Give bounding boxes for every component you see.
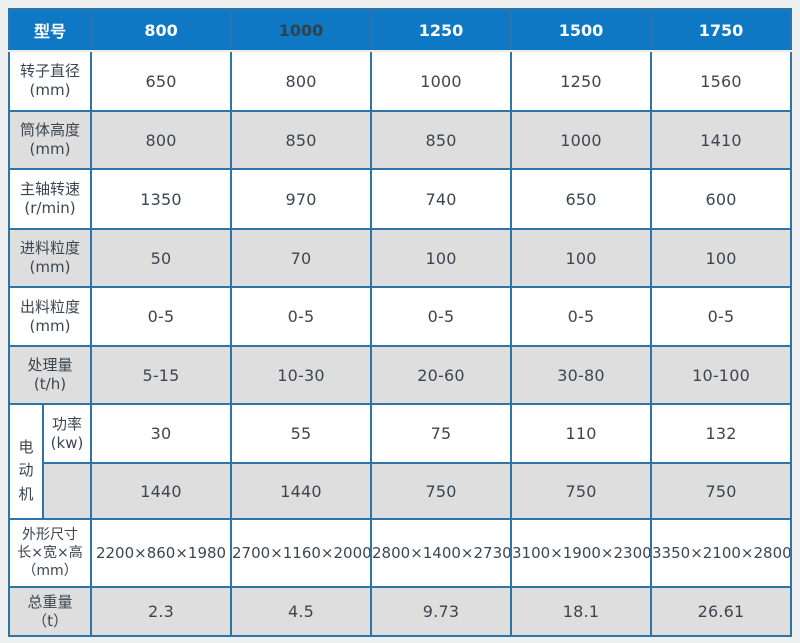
model-header-row: 型号 800 1000 1250 1500 1750 — [7, 8, 793, 52]
table-row-feed-size: 进料粒度 (mm) 50 70 100 100 100 — [7, 228, 793, 288]
spec-value-cell: 740 — [370, 168, 513, 230]
spec-value-cell: 1440 — [230, 462, 373, 520]
model-header-cell: 1000 — [230, 8, 373, 52]
row-label: 处理量 (t/h) — [7, 345, 93, 405]
motor-group-label-text: 电动机 — [18, 438, 34, 503]
table-row-discharge-size: 出料粒度 (mm) 0-5 0-5 0-5 0-5 0-5 — [7, 286, 793, 347]
spec-value-cell: 110 — [510, 403, 653, 464]
spec-value-cell: 0-5 — [90, 286, 233, 347]
row-label: 总重量 （t） — [7, 586, 93, 637]
row-label: 主轴转速 (r/min) — [7, 168, 93, 230]
table-row-cylinder-height: 筒体高度 (mm) 800 850 850 1000 1410 — [7, 110, 793, 170]
spec-value-cell: 1000 — [370, 50, 513, 112]
spec-value-cell: 650 — [90, 50, 233, 112]
spec-value-cell: 9.73 — [370, 586, 513, 637]
spec-value-cell: 2200×860×1980 — [90, 518, 233, 588]
table-row-motor-speed: 1440 1440 750 750 750 — [9, 462, 793, 520]
spec-value-cell: 10-30 — [230, 345, 373, 405]
table-row-rotor-diameter: 转子直径 (mm) 650 800 1000 1250 1560 — [7, 50, 793, 112]
row-label: 进料粒度 (mm) — [7, 228, 93, 288]
row-label: 出料粒度 (mm) — [7, 286, 93, 347]
row-label: 转子直径 (mm) — [7, 50, 93, 112]
spec-value-cell: 10-100 — [650, 345, 793, 405]
model-column-label: 型号 — [7, 8, 93, 52]
spec-value-cell: 1410 — [650, 110, 793, 170]
motor-group-label: 电动机 — [8, 403, 44, 520]
spec-value-cell: 1560 — [650, 50, 793, 112]
spec-value-cell: 0-5 — [510, 286, 653, 347]
spec-value-cell: 750 — [370, 462, 513, 520]
row-label: 筒体高度 (mm) — [7, 110, 93, 170]
model-header-cell: 1750 — [650, 8, 793, 52]
spec-value-cell: 850 — [370, 110, 513, 170]
table-row-capacity: 处理量 (t/h) 5-15 10-30 20-60 30-80 10-100 — [7, 345, 793, 405]
spec-value-cell: 100 — [370, 228, 513, 288]
table-row-total-weight: 总重量 （t） 2.3 4.5 9.73 18.1 26.61 — [7, 586, 793, 637]
spec-value-cell: 4.5 — [230, 586, 373, 637]
spec-value-cell: 30-80 — [510, 345, 653, 405]
spec-value-cell: 20-60 — [370, 345, 513, 405]
spec-table: 型号 800 1000 1250 1500 1750 转子直径 (mm) 650… — [7, 8, 793, 637]
spec-value-cell: 30 — [90, 403, 233, 464]
spec-value-cell: 970 — [230, 168, 373, 230]
spec-value-cell: 650 — [510, 168, 653, 230]
spec-value-cell: 132 — [650, 403, 793, 464]
table-row-motor-power: 电动机 功率 (kw) 30 55 75 110 132 — [8, 403, 793, 520]
spec-value-cell: 0-5 — [370, 286, 513, 347]
spec-value-cell: 100 — [650, 228, 793, 288]
spec-value-cell: 26.61 — [650, 586, 793, 637]
spec-value-cell: 5-15 — [90, 345, 233, 405]
spec-value-cell: 0-5 — [650, 286, 793, 347]
table-row-spindle-speed: 主轴转速 (r/min) 1350 970 740 650 600 — [7, 168, 793, 230]
spec-value-cell: 1350 — [90, 168, 233, 230]
spec-value-cell: 0-5 — [230, 286, 373, 347]
spec-value-cell: 75 — [370, 403, 513, 464]
spec-value-cell: 600 — [650, 168, 793, 230]
spec-value-cell: 1000 — [510, 110, 653, 170]
spec-value-cell: 1250 — [510, 50, 653, 112]
spec-value-cell: 2700×1160×2000 — [230, 518, 373, 588]
spec-value-cell: 850 — [230, 110, 373, 170]
spec-value-cell: 2.3 — [90, 586, 233, 637]
row-sub-label — [41, 462, 93, 520]
spec-value-cell: 50 — [90, 228, 233, 288]
model-header-cell: 1250 — [370, 8, 513, 52]
model-header-cell: 1500 — [510, 8, 653, 52]
spec-value-cell: 18.1 — [510, 586, 653, 637]
spec-value-cell: 1440 — [90, 462, 233, 520]
spec-value-cell: 70 — [230, 228, 373, 288]
row-label: 外形尺寸 长×宽×高 （mm） — [7, 518, 93, 588]
spec-value-cell: 55 — [230, 403, 373, 464]
spec-value-cell: 100 — [510, 228, 653, 288]
spec-value-cell: 800 — [230, 50, 373, 112]
spec-value-cell: 3350×2100×2800 — [650, 518, 793, 588]
spec-value-cell: 750 — [650, 462, 793, 520]
table-row-dimensions: 外形尺寸 长×宽×高 （mm） 2200×860×1980 2700×1160×… — [7, 518, 793, 588]
spec-value-cell: 800 — [90, 110, 233, 170]
spec-value-cell: 3100×1900×2300 — [510, 518, 653, 588]
row-sub-label: 功率 (kw) — [41, 403, 93, 464]
spec-value-cell: 750 — [510, 462, 653, 520]
spec-value-cell: 2800×1400×2730 — [370, 518, 513, 588]
model-header-cell: 800 — [90, 8, 233, 52]
